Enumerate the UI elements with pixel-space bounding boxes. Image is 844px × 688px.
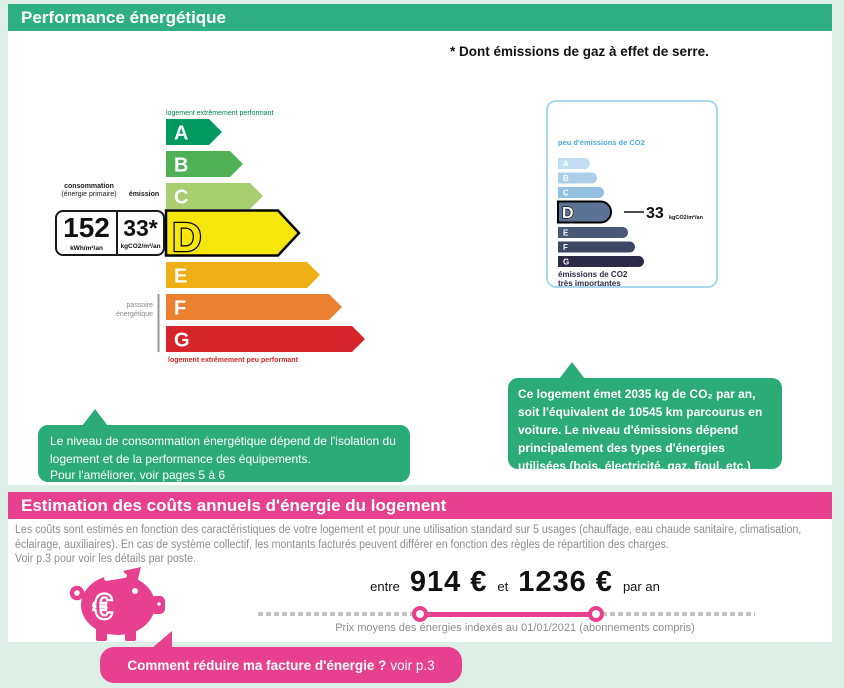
co2-bar-a <box>558 158 590 169</box>
consumption-callout: Le niveau de consommation énergétique dé… <box>38 425 410 482</box>
scale-top-label: logement extrêmement performant <box>166 110 273 117</box>
price-range-bar <box>420 611 597 617</box>
emission-label: émission <box>128 191 160 198</box>
class-arrow-d-current <box>164 209 301 257</box>
co2-scale: peu d'émissions de CO2 A B C D 33 kgCO2/… <box>557 138 704 288</box>
consumption-callout-action: Pour l'améliorer, voir pages 5 à 6 <box>50 468 226 482</box>
co2-bottom-label-2: très importantes <box>558 279 621 286</box>
passoire-label-2: énergétique <box>116 311 153 318</box>
emission-callout-text: Ce logement émet 2035 kg de CO₂ par an, … <box>518 387 763 473</box>
passoire-label-1: passoire <box>127 302 154 309</box>
class-arrow-b <box>166 151 243 177</box>
co2-letter-d-current: D <box>562 205 574 222</box>
piggy-bank-icon: € <box>69 567 165 641</box>
price-max: 1236 € <box>518 566 613 598</box>
class-letter-e: E <box>174 266 187 288</box>
co2-letter-a: A <box>563 160 569 169</box>
class-letter-g: G <box>174 330 190 352</box>
costs-section-header: Estimation des coûts annuels d'énergie d… <box>8 492 832 519</box>
price-index-note: Prix moyens des énergies indexés au 01/0… <box>335 622 695 634</box>
co2-top-label: peu d'émissions de CO2 <box>558 138 645 147</box>
class-letter-d-current: D <box>172 214 202 260</box>
co2-value-unit: kgCO2/m²/an <box>669 214 704 221</box>
class-letter-f: F <box>174 298 186 320</box>
class-letter-b: B <box>174 155 188 177</box>
consumption-value: 152 <box>63 212 110 243</box>
price-min: 914 € <box>409 566 488 598</box>
class-letter-a: A <box>174 123 188 145</box>
co2-bar-g <box>558 256 644 267</box>
emission-value-cell: 33* kgCO2/m²/an <box>118 212 163 254</box>
co2-bar-f <box>558 241 635 253</box>
consumption-value-cell: 152 kWh/m²/an <box>57 212 118 254</box>
co2-letter-e: E <box>563 229 569 238</box>
co2-scale-panel: peu d'émissions de CO2 A B C D 33 kgCO2/… <box>546 100 718 288</box>
consumption-label-1: consommation <box>64 183 114 190</box>
bill-callout-question: Comment réduire ma facture d'énergie ? <box>127 657 387 673</box>
price-range-dot-max <box>588 606 604 622</box>
costs-description: Les coûts sont estimés en fonction des c… <box>15 524 802 551</box>
consumption-unit: kWh/m²/an <box>70 245 103 252</box>
right-callout-pointer <box>559 362 585 379</box>
left-callout-pointer <box>82 409 108 426</box>
price-conjunction: et <box>497 579 509 594</box>
co2-bar-c <box>558 187 604 198</box>
class-arrow-g <box>166 326 365 352</box>
class-arrow-a <box>166 119 222 145</box>
class-letter-c: C <box>174 187 188 209</box>
co2-letter-f: F <box>563 243 568 252</box>
ghg-footnote: * Dont émissions de gaz à effet de serre… <box>450 44 709 59</box>
co2-value: 33 <box>646 205 664 222</box>
co2-letter-c: C <box>563 189 569 198</box>
bill-callout-pointer <box>152 631 172 648</box>
energy-section-header: Performance énergétique <box>8 4 832 31</box>
class-arrow-e <box>166 262 320 288</box>
bill-callout-action: voir p.3 <box>390 657 435 673</box>
co2-letter-g: G <box>563 258 569 267</box>
annual-cost-line: entre 914 € et 1236 € par an <box>250 566 780 599</box>
scale-bottom-label: logement extrêmement peu performant <box>168 357 299 364</box>
energy-class-scale: logement extrêmement performant A B C D … <box>116 110 365 364</box>
co2-letter-b: B <box>563 174 569 183</box>
co2-bar-b <box>558 172 597 184</box>
class-arrow-f <box>166 294 342 320</box>
co2-bar-d-current <box>557 200 612 224</box>
emission-value: 33* <box>123 214 158 241</box>
emission-callout: Ce logement émet 2035 kg de CO₂ par an, … <box>508 378 782 473</box>
price-suffix: par an <box>622 579 660 594</box>
energy-values-box: 152 kWh/m²/an 33* kgCO2/m²/an <box>55 210 165 256</box>
bill-callout: Comment réduire ma facture d'énergie ? v… <box>100 647 462 683</box>
consumption-callout-text: Le niveau de consommation énergétique dé… <box>50 434 396 466</box>
consumption-label-2: (énergie primaire) <box>61 191 117 198</box>
class-arrow-c <box>166 183 263 209</box>
emission-unit: kgCO2/m²/an <box>120 242 161 250</box>
price-prefix: entre <box>370 579 400 594</box>
svg-text:€: € <box>93 586 113 627</box>
co2-bottom-label-1: émissions de CO2 <box>558 270 628 279</box>
co2-bar-e <box>558 227 628 238</box>
price-range-dot-min <box>412 606 428 622</box>
costs-description-2: Voir p.3 pour voir les détails par poste… <box>15 553 196 565</box>
